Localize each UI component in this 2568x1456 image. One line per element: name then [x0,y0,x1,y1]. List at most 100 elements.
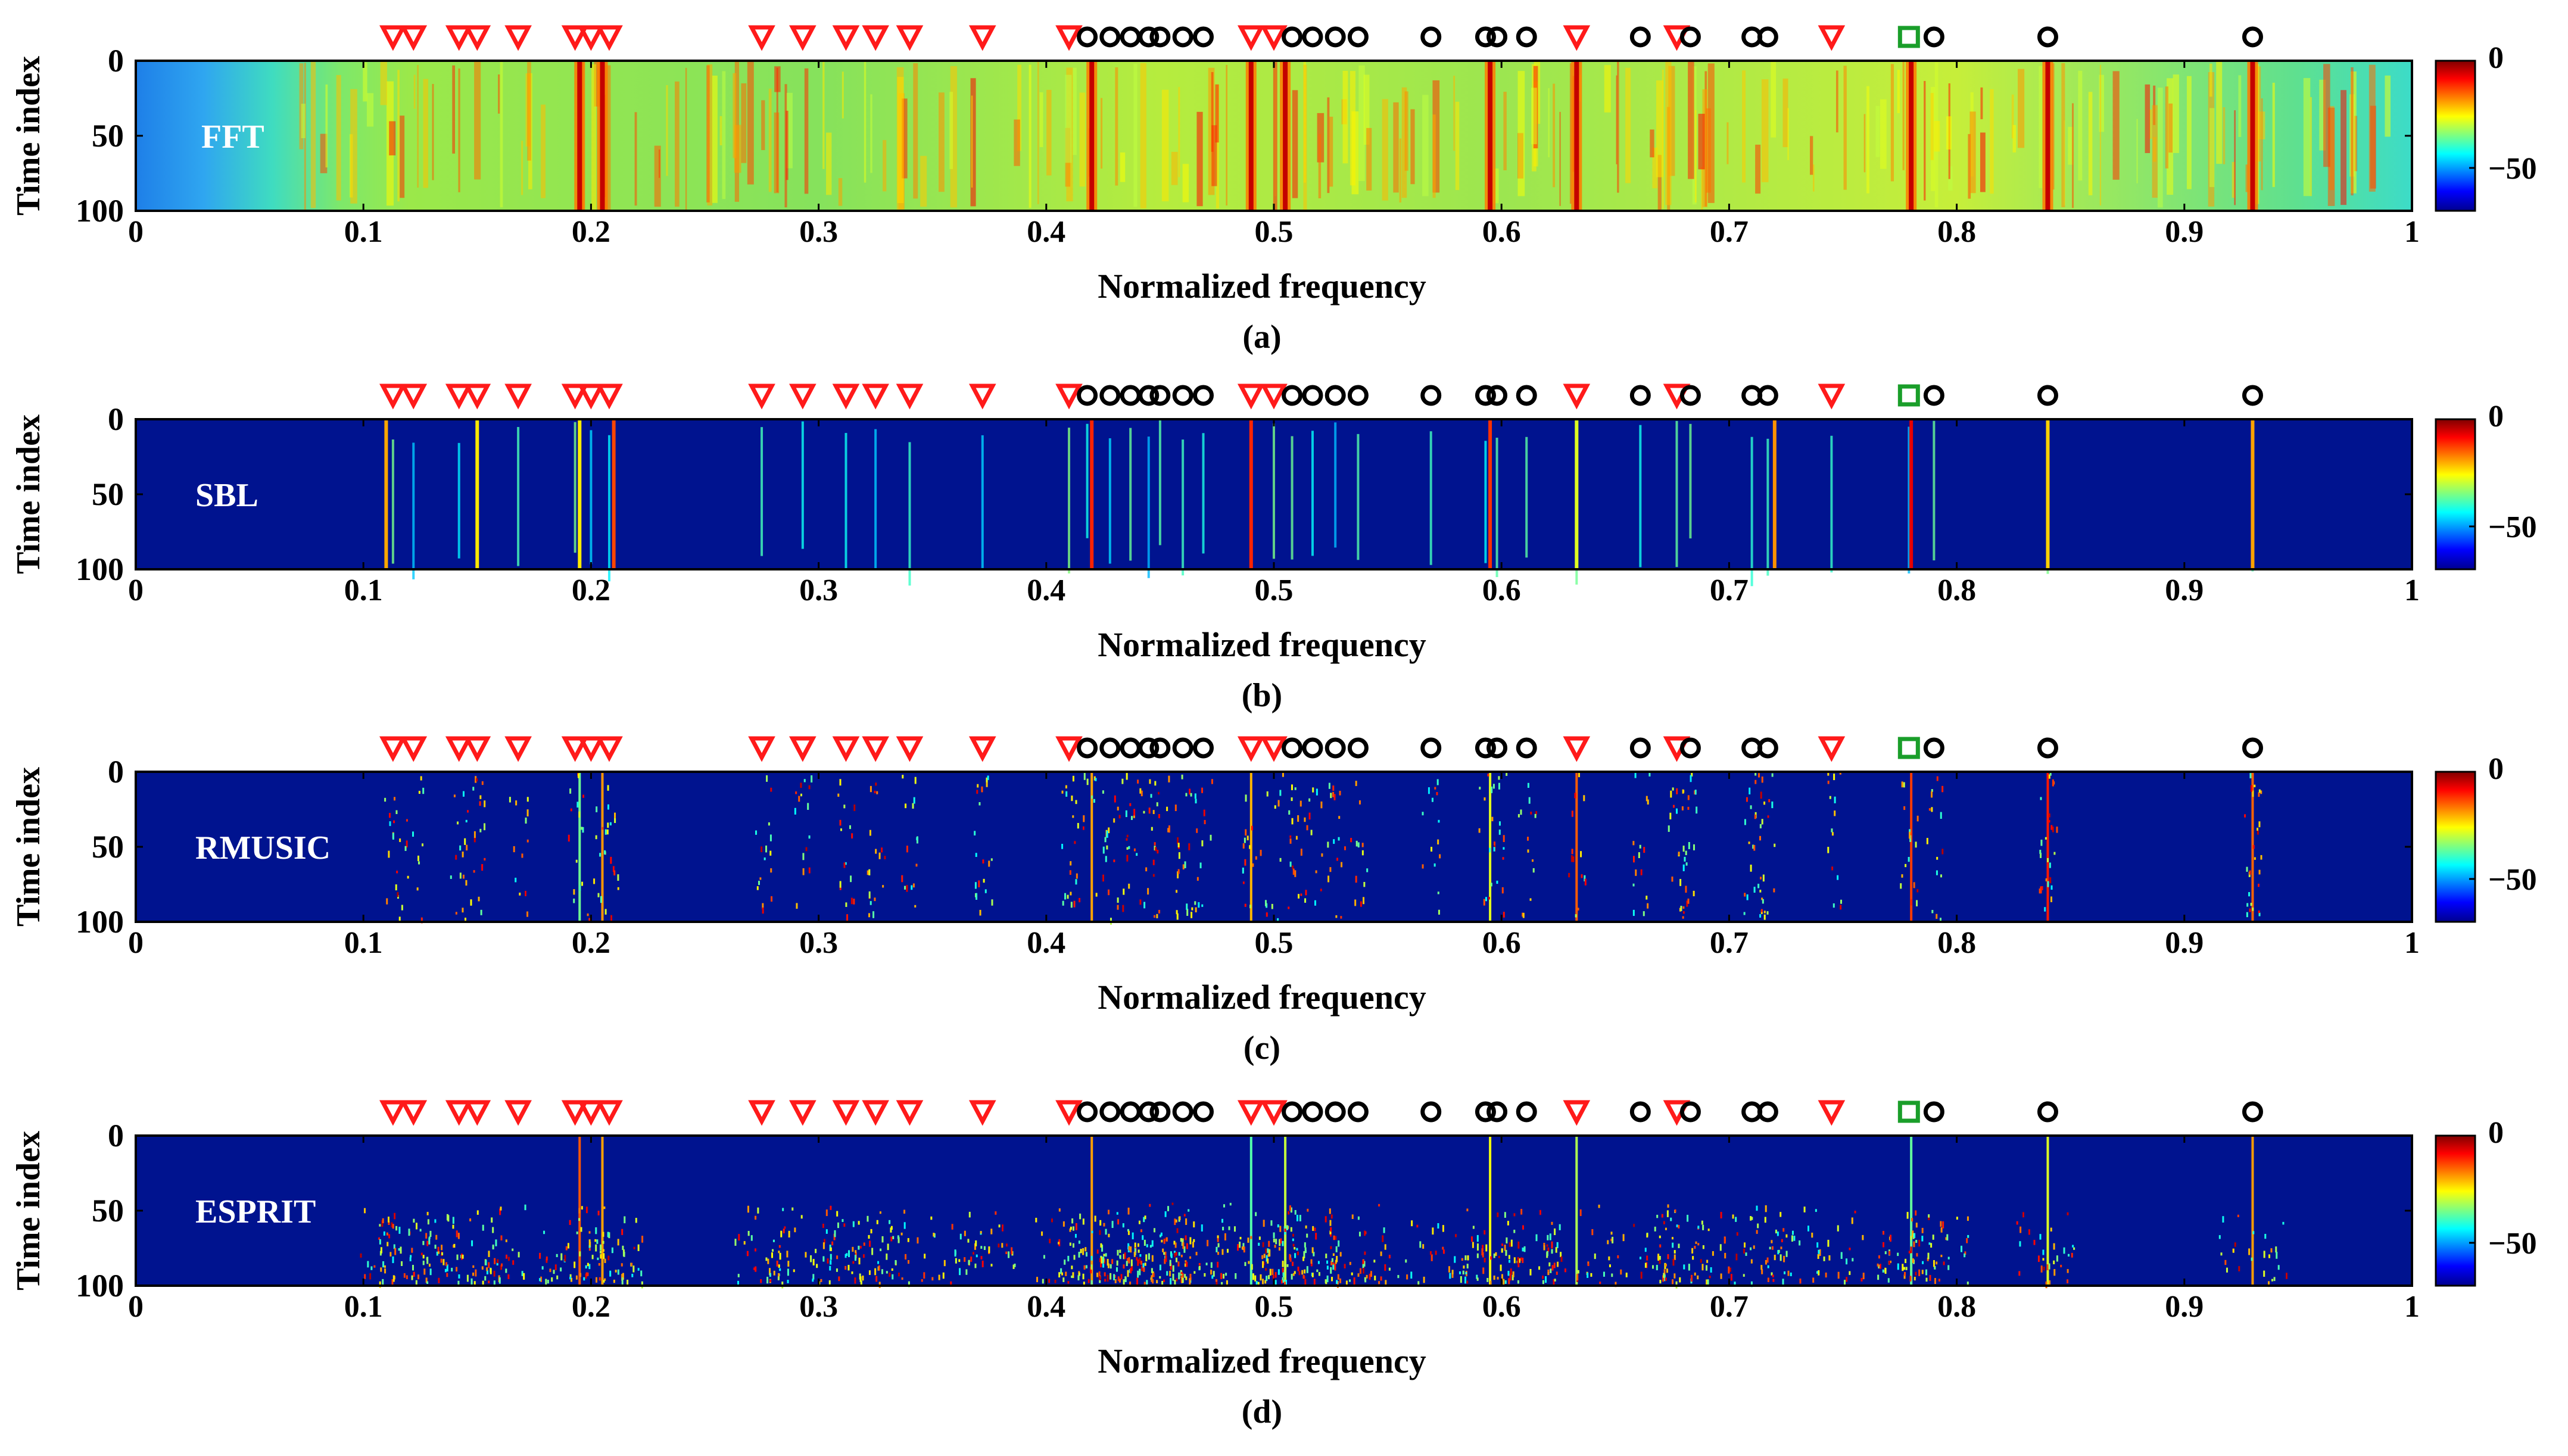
spectral-line [2251,419,2255,569]
x-tick-label: 0.1 [344,1290,383,1324]
estimate-dot [1743,1248,1746,1254]
estimate-dot [1078,1240,1080,1244]
x-tick-label: 0.4 [1027,1290,1065,1324]
estimate-dot [1192,1242,1194,1248]
spectrum-texture [1178,87,1180,177]
estimate-dot [1648,772,1651,777]
estimate-dot [1176,913,1179,920]
estimate-dot [1925,1269,1928,1276]
estimate-dot [462,851,464,858]
estimate-dot [2246,866,2248,872]
estimate-dot [1410,1271,1413,1279]
estimate-dot [782,1208,784,1211]
estimate-dot [810,1255,812,1262]
estimate-dot [911,885,913,890]
estimate-dot [770,868,772,873]
estimate-dot [403,1273,406,1278]
estimate-dot [1339,1278,1342,1283]
estimate-dot [426,1257,429,1264]
estimate-dot [1176,1278,1178,1282]
spectrum-texture [2157,88,2163,208]
estimate-dot [854,1255,856,1261]
estimate-dot [1071,1218,1074,1224]
estimate-dot [1156,913,1158,919]
spectrum-texture [336,74,341,201]
estimate-dot [602,1249,604,1252]
estimate-dot [498,1277,501,1284]
estimate-dot [452,1224,454,1229]
estimate-dot [1640,869,1643,875]
estimate-dot [1300,893,1302,896]
spectrum-texture [1668,66,1675,176]
estimate-dot [1522,1225,1524,1230]
circle-marker [1282,1101,1303,1123]
estimate-dot [1101,1245,1104,1252]
colorbar-gradient [2435,60,2476,212]
estimate-dot [991,899,993,906]
estimate-dot [1837,875,1839,880]
estimate-dot [1928,1242,1931,1245]
estimate-dot [1679,908,1681,912]
estimate-dot [825,1209,828,1217]
estimate-dot [1353,1277,1355,1284]
estimate-dot [621,1274,624,1281]
spectral-line-faint [1750,437,1753,587]
estimate-dot [1291,818,1294,825]
estimate-dot [1363,882,1366,887]
estimate-dot [1064,1259,1066,1265]
estimate-dot [1771,801,1774,809]
estimate-dot [921,1279,923,1282]
estimate-dot [1672,787,1674,791]
circle-marker [1120,737,1141,759]
estimate-dot [1095,893,1098,897]
estimate-dot [1490,1256,1492,1260]
spectrum-texture [1120,152,1126,182]
estimate-dot [1438,909,1440,915]
estimate-dot [1546,1244,1548,1247]
estimate-dot [1061,790,1064,794]
estimate-dot [1454,1256,1456,1263]
estimate-dot [501,1263,503,1267]
estimate-dot [1743,1242,1746,1248]
estimate-dot [1071,795,1073,802]
estimate-dot [465,917,467,923]
estimate-dot [1579,1209,1582,1217]
spectral-line-faint [801,421,804,549]
estimate-dot [598,1263,600,1266]
spectral-line-faint [1484,441,1487,563]
estimate-dot [1126,855,1129,862]
estimate-dot [1152,810,1155,815]
estimate-dot [1678,1243,1680,1248]
estimate-dot [1143,1239,1146,1246]
estimate-dot [1647,799,1649,805]
estimate-dot [1854,1211,1856,1214]
estimate-dot [380,1267,382,1272]
x-axis-label: Normalized frequency [1098,625,1426,664]
estimate-dot [1129,1282,1132,1287]
estimate-dot [1663,1221,1665,1225]
estimate-dot [2258,912,2261,916]
estimate-dot [2048,813,2050,818]
estimate-dot [1940,1221,1942,1227]
estimate-dot [980,1246,983,1249]
estimate-dot [1938,1279,1940,1282]
estimate-dot [734,1239,737,1246]
estimate-dot [1331,1258,1333,1262]
heatmap-sbl [136,419,2412,587]
estimate-dot [1363,1268,1365,1274]
estimate-dot [767,1258,769,1264]
estimate-dot [1887,1278,1890,1283]
circle-marker [1138,1101,1160,1123]
estimate-dot [823,1239,825,1244]
triangle-marker [463,384,491,410]
estimate-dot [1501,1248,1503,1253]
estimate-dot [1012,1264,1015,1269]
heatmap-background [136,772,2412,922]
estimate-dot [1362,1259,1364,1264]
estimate-dot [637,1244,640,1251]
estimate-dot [1205,1262,1208,1265]
estimate-dot [479,828,482,833]
estimate-dot [1551,1221,1553,1225]
estimate-dot [1120,1274,1123,1280]
estimate-dot [853,899,855,905]
